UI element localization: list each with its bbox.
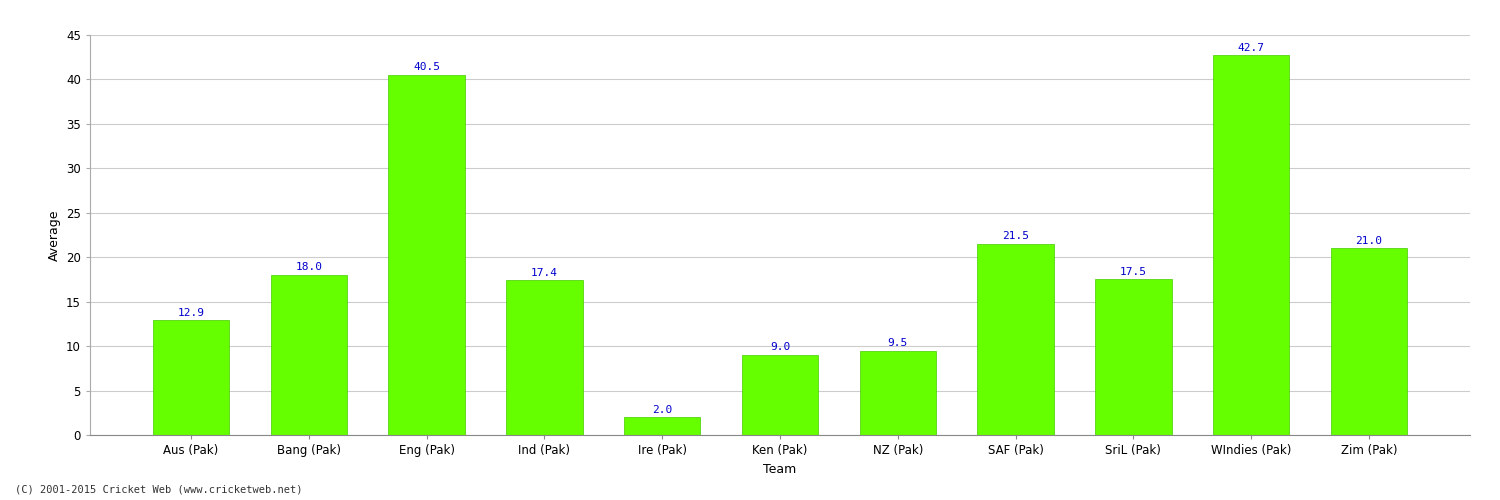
Text: 9.5: 9.5 <box>888 338 908 348</box>
Text: (C) 2001-2015 Cricket Web (www.cricketweb.net): (C) 2001-2015 Cricket Web (www.cricketwe… <box>15 485 303 495</box>
Bar <box>741 355 819 435</box>
Text: 17.4: 17.4 <box>531 268 558 278</box>
Bar <box>1214 56 1290 435</box>
Bar <box>978 244 1054 435</box>
Bar <box>1330 248 1407 435</box>
Bar <box>388 75 465 435</box>
Bar <box>153 320 230 435</box>
Bar <box>1095 280 1172 435</box>
Text: 21.5: 21.5 <box>1002 231 1029 241</box>
Bar <box>859 350 936 435</box>
Bar <box>270 275 346 435</box>
Text: 17.5: 17.5 <box>1120 267 1148 277</box>
Text: 9.0: 9.0 <box>770 342 790 352</box>
X-axis label: Team: Team <box>764 462 796 475</box>
Text: 18.0: 18.0 <box>296 262 322 272</box>
Text: 42.7: 42.7 <box>1238 43 1264 53</box>
Text: 12.9: 12.9 <box>177 308 204 318</box>
Bar <box>624 417 701 435</box>
Y-axis label: Average: Average <box>48 209 60 261</box>
Text: 2.0: 2.0 <box>652 404 672 414</box>
Text: 21.0: 21.0 <box>1356 236 1383 246</box>
Bar <box>506 280 582 435</box>
Text: 40.5: 40.5 <box>413 62 440 72</box>
